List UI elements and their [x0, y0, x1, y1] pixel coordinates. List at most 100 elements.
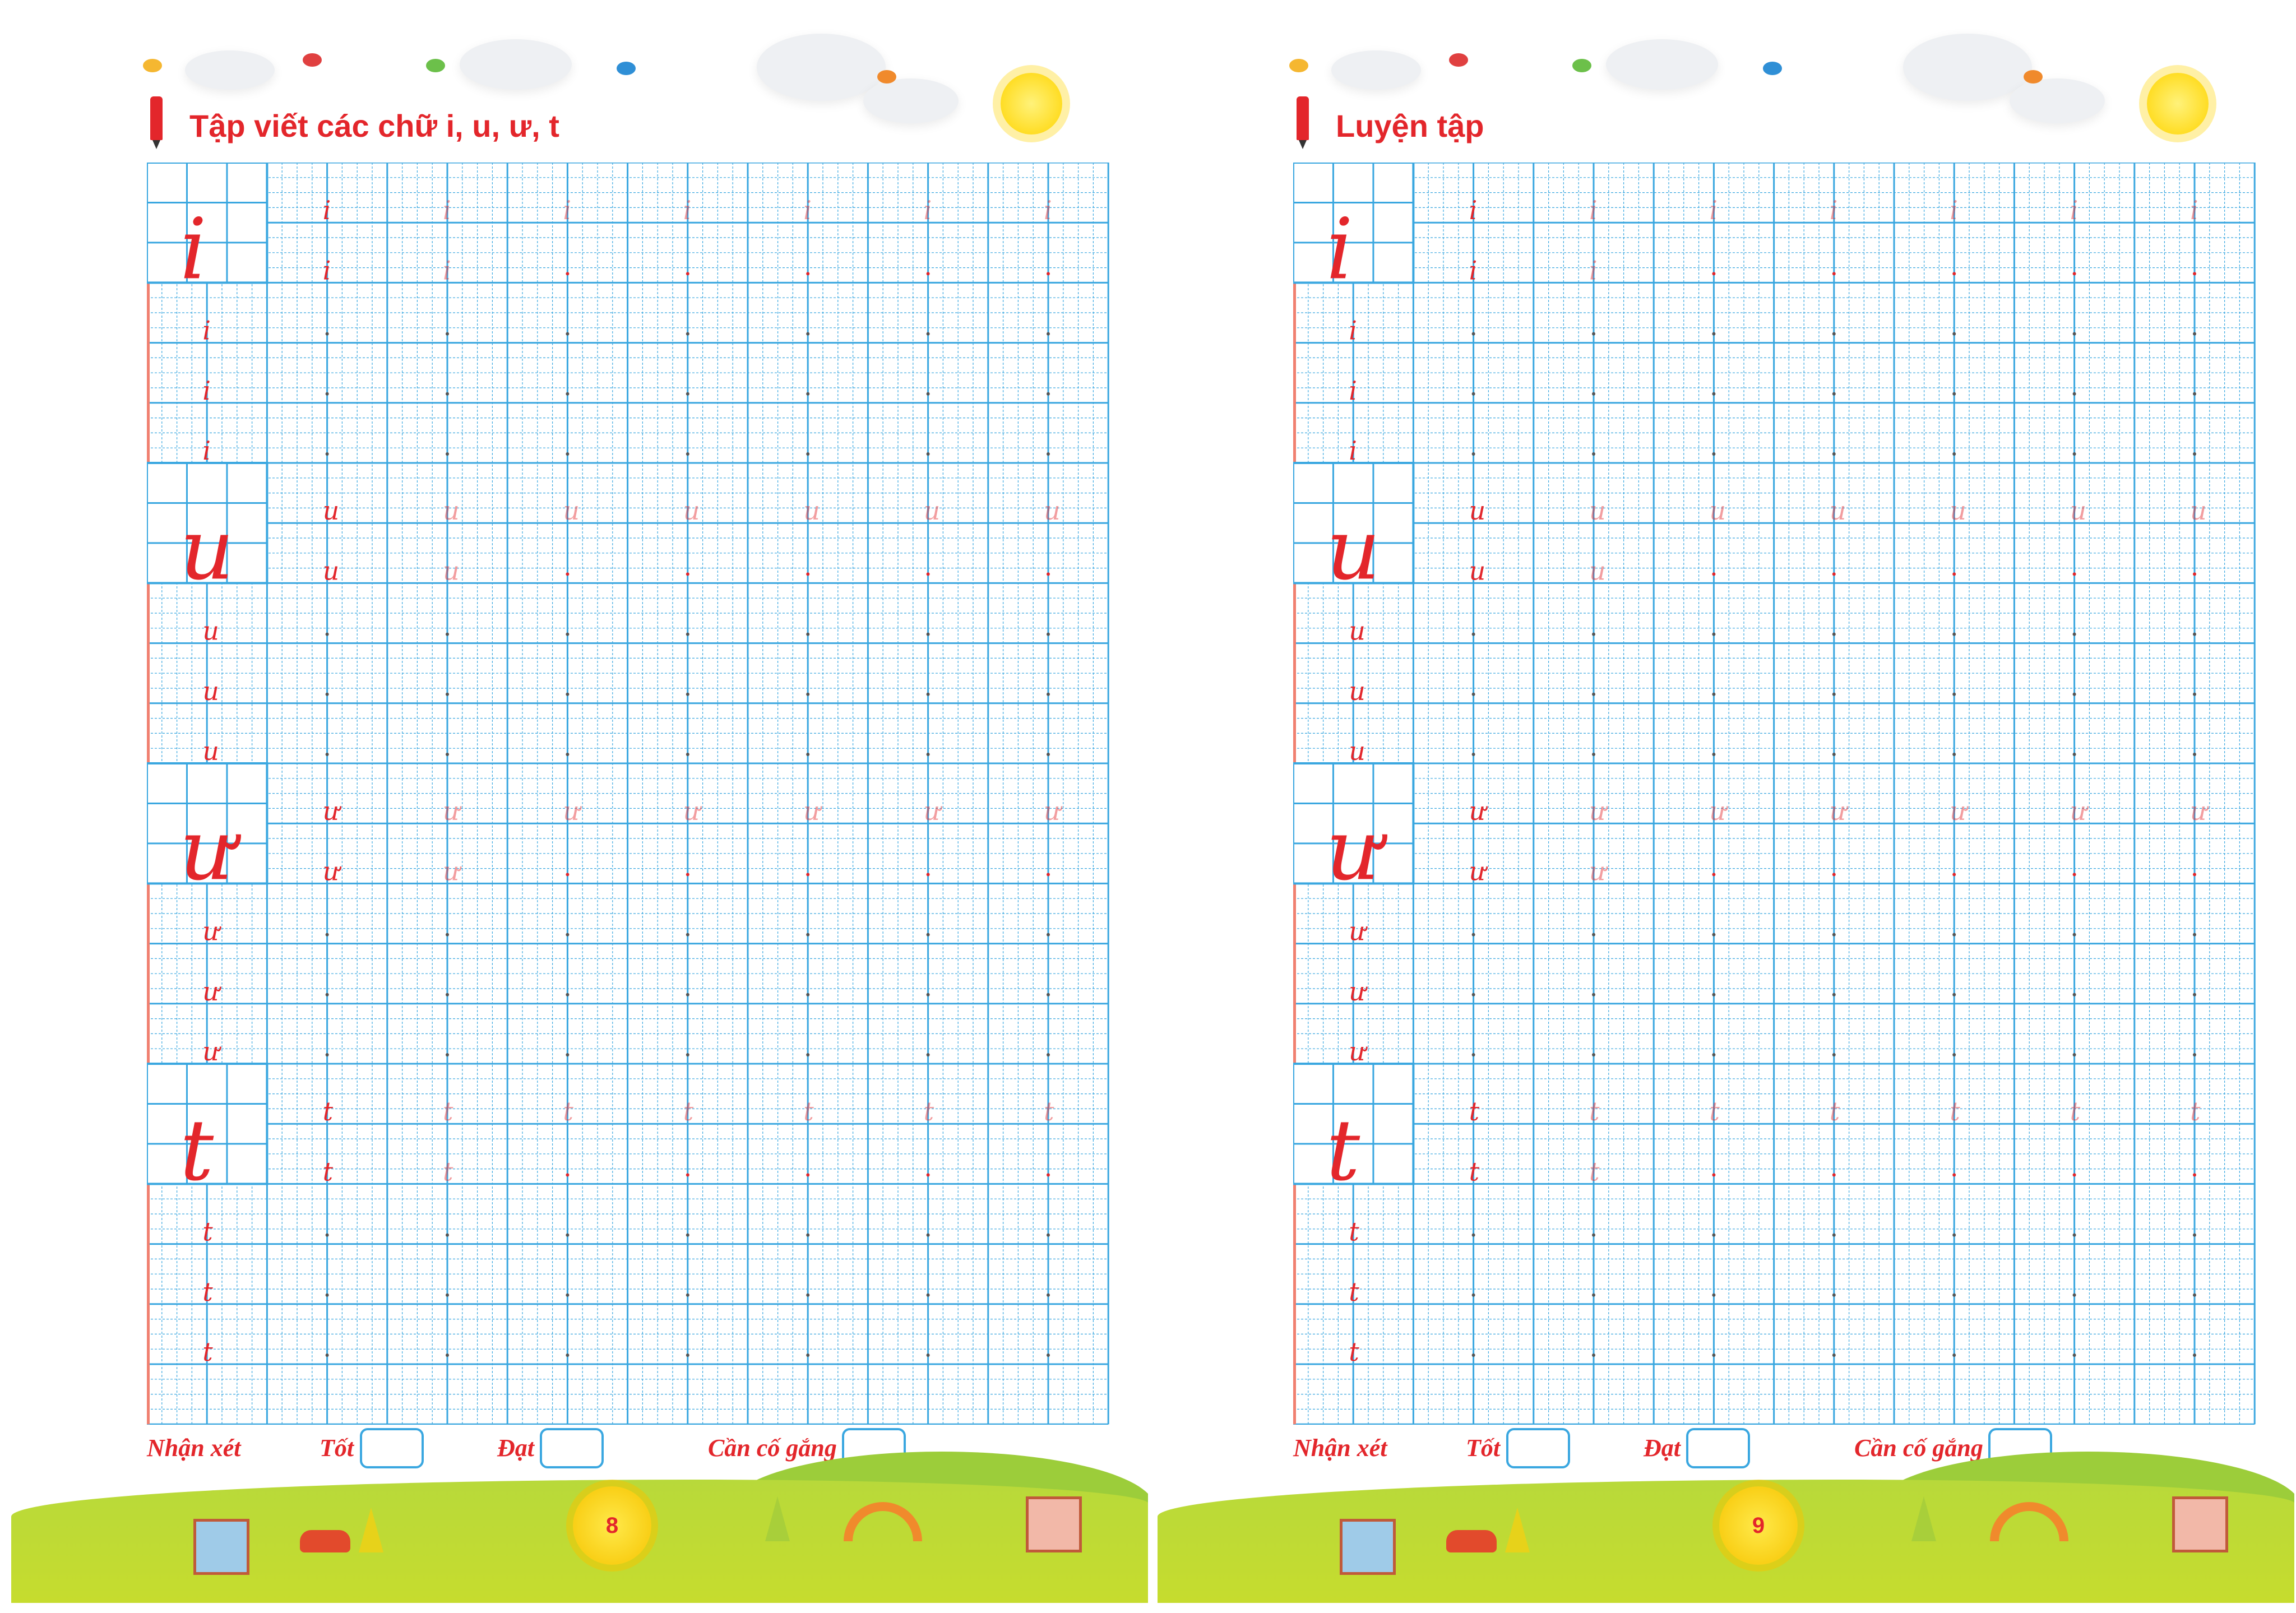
start-dot: [1592, 933, 1595, 937]
trace-letter: t: [1589, 1156, 1600, 1186]
good-label: Tốt: [1466, 1434, 1501, 1462]
start-dot: [1952, 753, 1956, 756]
start-dot: [1832, 933, 1836, 937]
sample-letter: i: [323, 195, 331, 225]
sample-letter: t: [1349, 1217, 1359, 1247]
model-letter-box: [1293, 1063, 1415, 1185]
sample-letter: u: [202, 676, 219, 706]
start-dot: [1592, 753, 1595, 756]
trace-letter: u: [1044, 495, 1061, 526]
start-dot: [686, 1293, 689, 1297]
pass-label: Đạt: [1644, 1434, 1681, 1462]
start-dot: [446, 632, 449, 636]
start-dot: [1832, 332, 1836, 336]
start-dot: [686, 873, 689, 877]
start-dot: [566, 632, 570, 636]
trace-letter: i: [1950, 195, 1958, 225]
start-dot: [1712, 1354, 1716, 1357]
sample-letter: u: [323, 495, 340, 526]
sample-letter: ư: [202, 1036, 221, 1067]
cloud-decoration: [460, 39, 572, 90]
good-checkbox[interactable]: [360, 1428, 424, 1468]
sample-letter: i: [1349, 376, 1357, 406]
sample-letter: u: [1469, 495, 1486, 526]
start-dot: [806, 993, 810, 996]
trace-letter: ư: [924, 796, 943, 826]
start-dot: [446, 692, 449, 696]
sample-letter: t: [202, 1337, 213, 1367]
trace-letter: i: [443, 195, 451, 225]
start-dot: [1832, 692, 1836, 696]
trace-letter: t: [683, 1096, 694, 1127]
start-dot: [566, 1233, 570, 1237]
pencil-mascot-icon: [150, 96, 163, 149]
start-dot: [686, 753, 689, 756]
start-dot: [1047, 392, 1050, 396]
start-dot: [1471, 332, 1475, 336]
start-dot: [566, 753, 570, 756]
pass-checkbox[interactable]: [1686, 1428, 1750, 1468]
start-dot: [1471, 392, 1475, 396]
start-dot: [926, 1293, 930, 1297]
trace-letter: t: [2190, 1096, 2201, 1127]
model-letter: i: [180, 201, 207, 298]
start-dot: [1832, 572, 1836, 576]
start-dot: [566, 392, 570, 396]
start-dot: [926, 332, 930, 336]
start-dot: [926, 1354, 930, 1357]
start-dot: [1952, 572, 1956, 576]
good-label: Tốt: [320, 1434, 354, 1462]
start-dot: [806, 873, 810, 877]
start-dot: [446, 993, 449, 996]
trace-letter: t: [1709, 1096, 1720, 1127]
trace-letter: u: [1830, 495, 1846, 526]
trace-letter: u: [1950, 495, 1966, 526]
start-dot: [1047, 1233, 1050, 1237]
start-dot: [1712, 692, 1716, 696]
page-title: Luyện tập: [1336, 108, 1484, 143]
good-checkbox[interactable]: [1506, 1428, 1570, 1468]
sun-icon: [1001, 73, 1062, 135]
sample-letter: i: [202, 316, 211, 346]
start-dot: [1832, 1233, 1836, 1237]
start-dot: [446, 332, 449, 336]
start-dot: [686, 993, 689, 996]
start-dot: [1832, 993, 1836, 996]
sun-icon: [2147, 73, 2209, 135]
start-dot: [566, 1293, 570, 1297]
start-dot: [1952, 1354, 1956, 1357]
start-dot: [1712, 632, 1716, 636]
start-dot: [806, 1354, 810, 1357]
cloud-decoration: [1606, 39, 1718, 90]
start-dot: [1047, 692, 1050, 696]
trace-letter: ư: [443, 856, 462, 886]
trace-letter: i: [1044, 195, 1052, 225]
sample-letter: i: [1469, 195, 1478, 225]
start-dot: [2072, 692, 2076, 696]
trace-letter: ư: [1589, 856, 1608, 886]
start-dot: [325, 452, 329, 456]
comment-label: Nhận xét: [1293, 1434, 1387, 1462]
trace-letter: u: [683, 495, 700, 526]
trace-letter: t: [1950, 1096, 1960, 1127]
start-dot: [686, 392, 689, 396]
pass-checkbox[interactable]: [540, 1428, 604, 1468]
start-dot: [2072, 632, 2076, 636]
page-number: 9: [1719, 1486, 1798, 1565]
trace-letter: u: [1589, 555, 1606, 586]
pencil-mascot-icon: [1297, 96, 1309, 149]
start-dot: [1592, 332, 1595, 336]
start-dot: [446, 1354, 449, 1357]
start-dot: [2193, 1233, 2196, 1237]
start-dot: [325, 632, 329, 636]
car-icon: [1446, 1530, 1497, 1552]
start-dot: [686, 272, 689, 276]
model-letter: ư: [180, 801, 242, 899]
start-dot: [446, 753, 449, 756]
start-dot: [1712, 993, 1716, 996]
start-dot: [446, 1293, 449, 1297]
sample-letter: u: [1349, 736, 1365, 766]
